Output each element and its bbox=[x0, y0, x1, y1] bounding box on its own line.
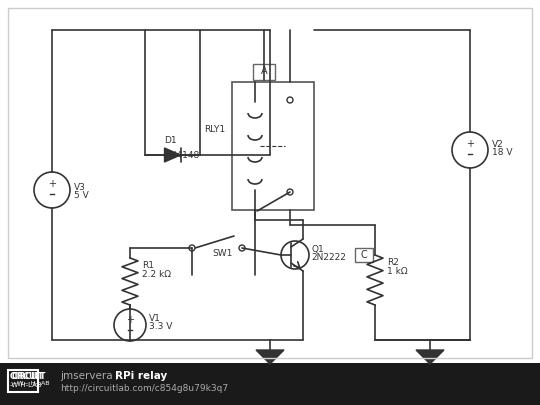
Text: +: + bbox=[466, 139, 474, 149]
Text: 5 V: 5 V bbox=[74, 190, 89, 200]
Bar bbox=[8, 8, 532, 358]
Text: CIRCUIT: CIRCUIT bbox=[10, 372, 44, 381]
Text: R1: R1 bbox=[142, 261, 154, 270]
Text: V3: V3 bbox=[74, 183, 86, 192]
Text: RLY1: RLY1 bbox=[204, 125, 225, 134]
Text: V1: V1 bbox=[149, 314, 161, 323]
Text: D1: D1 bbox=[165, 136, 177, 145]
Bar bbox=[253, 64, 275, 80]
Text: 1N4148: 1N4148 bbox=[165, 151, 200, 160]
Text: +: + bbox=[126, 315, 134, 325]
Text: 3.3 V: 3.3 V bbox=[149, 322, 172, 331]
Bar bbox=[355, 248, 373, 262]
Text: 2.2 kΩ: 2.2 kΩ bbox=[142, 270, 171, 279]
Text: A: A bbox=[261, 66, 267, 76]
Text: V2: V2 bbox=[492, 140, 504, 149]
Polygon shape bbox=[165, 148, 180, 162]
Text: C: C bbox=[361, 250, 367, 260]
Text: RPi relay: RPi relay bbox=[115, 371, 167, 381]
Text: Q1: Q1 bbox=[311, 245, 324, 254]
Text: R2: R2 bbox=[387, 258, 399, 267]
Text: 18 V: 18 V bbox=[492, 148, 512, 157]
Bar bbox=[0, 363, 540, 405]
Text: 1 kΩ: 1 kΩ bbox=[387, 267, 408, 276]
Text: 2N2222: 2N2222 bbox=[311, 253, 346, 262]
Bar bbox=[232, 82, 314, 210]
Text: http://circuitlab.com/c854g8u79k3q7: http://circuitlab.com/c854g8u79k3q7 bbox=[60, 384, 228, 393]
Text: ~W~ H·LAB: ~W~ H·LAB bbox=[12, 381, 50, 386]
Text: jmservera /: jmservera / bbox=[60, 371, 123, 381]
Polygon shape bbox=[256, 350, 284, 364]
Polygon shape bbox=[416, 350, 444, 364]
Bar bbox=[8, 370, 38, 392]
Text: SW1: SW1 bbox=[212, 249, 232, 258]
Text: CIRCUIT: CIRCUIT bbox=[12, 372, 46, 381]
Text: -W-H-LAB: -W-H-LAB bbox=[10, 382, 43, 388]
Text: +: + bbox=[48, 179, 56, 189]
